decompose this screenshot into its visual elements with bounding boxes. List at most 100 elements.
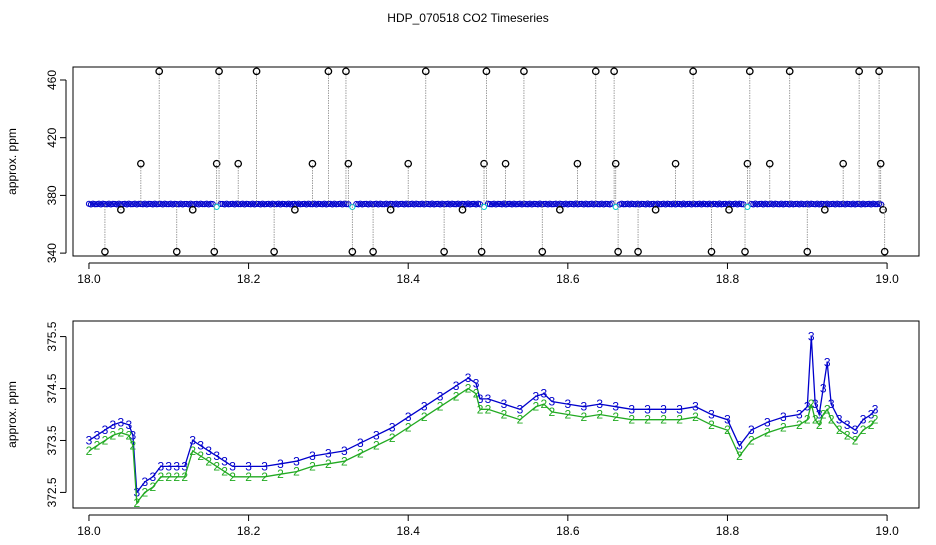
series-marker-2: 2 (261, 470, 268, 484)
outlier-point (155, 67, 164, 76)
series-marker-2: 2 (421, 410, 428, 424)
series-marker-2: 2 (533, 400, 540, 414)
series-marker-3: 3 (852, 423, 859, 437)
series-marker-2: 2 (501, 408, 508, 422)
series-marker-2: 2 (134, 496, 141, 510)
y-tick-label: 380 (45, 185, 59, 205)
series-marker-2: 2 (405, 420, 412, 434)
series-marker-3: 3 (149, 470, 156, 484)
outlier-point (839, 159, 848, 168)
x-tick-label: 18.4 (397, 272, 421, 286)
outlier-point (745, 67, 754, 76)
baseline-point (494, 200, 502, 207)
series-marker-3: 3 (373, 428, 380, 442)
series-marker-2: 2 (644, 413, 651, 427)
baseline-point (343, 201, 350, 208)
outlier-point (101, 247, 109, 256)
baseline-point (756, 200, 763, 208)
outlier-point (188, 205, 197, 214)
series-marker-2: 2 (173, 470, 180, 484)
series-marker-3: 3 (708, 408, 715, 422)
outlier-point (875, 67, 883, 76)
series-marker-2: 2 (868, 418, 875, 432)
series-marker-2: 2 (373, 439, 380, 453)
outlier-point (348, 247, 357, 256)
series-marker-2: 2 (612, 410, 619, 424)
outlier-point (555, 205, 564, 214)
series-marker-3: 3 (277, 457, 284, 471)
baseline-point (656, 201, 663, 208)
series-marker-2: 2 (764, 426, 771, 440)
plot-frame (72, 66, 920, 257)
outlier-point (820, 205, 829, 214)
outlier-point (743, 159, 752, 168)
outlier-point (803, 247, 812, 256)
outlier-point (440, 247, 448, 256)
flag-point (744, 203, 751, 211)
series-marker-2: 2 (293, 465, 300, 479)
series-marker-3: 3 (110, 418, 117, 432)
series-marker-2: 2 (141, 485, 148, 499)
series-marker-2: 2 (245, 470, 252, 484)
series-marker-3: 3 (804, 400, 811, 414)
series-marker-2: 2 (277, 467, 284, 481)
series-marker-3: 3 (141, 475, 148, 489)
series-marker-2: 2 (465, 382, 472, 396)
outlier-point (634, 247, 642, 256)
series-marker-3: 3 (676, 402, 683, 416)
baseline-point (602, 200, 609, 207)
baseline-point (530, 200, 538, 207)
series-marker-3: 3 (165, 459, 172, 473)
outlier-point (880, 247, 889, 256)
outlier-point (741, 247, 749, 256)
series-marker-3: 3 (541, 387, 548, 401)
series-marker-2: 2 (816, 418, 823, 432)
series-marker-2: 2 (812, 413, 819, 427)
outlier-point (210, 247, 219, 256)
series-marker-2: 2 (692, 410, 699, 424)
series-marker-3: 3 (205, 444, 212, 458)
y-tick-label: 375.5 (45, 321, 59, 351)
series-marker-2: 2 (221, 465, 228, 479)
series-marker-3: 3 (389, 420, 396, 434)
baseline-point (512, 201, 520, 208)
series-marker-2: 2 (205, 454, 212, 468)
outlier-point (344, 159, 353, 168)
x-tick-label: 18.4 (397, 524, 421, 538)
series-marker-3: 3 (644, 402, 651, 416)
series-marker-3: 3 (501, 397, 508, 411)
baseline-point (828, 200, 835, 208)
series-marker-3: 3 (473, 376, 480, 390)
series-marker-2: 2 (852, 433, 859, 447)
outlier-point (591, 67, 600, 76)
baseline-point (397, 200, 404, 208)
x-tick-label: 18.2 (237, 524, 261, 538)
series-marker-2: 2 (126, 428, 133, 442)
series-marker-3: 3 (453, 379, 460, 393)
series-marker-2: 2 (341, 454, 348, 468)
series-marker-3: 3 (229, 459, 236, 473)
series-marker-3: 3 (872, 402, 879, 416)
x-tick-label: 18.0 (77, 272, 101, 286)
baseline-point (810, 200, 817, 208)
baseline-point (199, 201, 206, 208)
series-marker-2: 2 (660, 413, 667, 427)
baseline-point (289, 200, 296, 208)
baseline-point (361, 200, 368, 208)
series-marker-2: 2 (628, 413, 635, 427)
series-marker-3: 3 (173, 459, 180, 473)
baseline-point (522, 201, 530, 208)
series-marker-2: 2 (824, 402, 831, 416)
series-marker-3: 3 (293, 454, 300, 468)
x-tick-label: 18.8 (716, 272, 740, 286)
baseline-point (648, 200, 655, 208)
baseline-point (163, 201, 170, 208)
baseline-point (468, 200, 476, 208)
baseline-point (109, 200, 117, 208)
series-marker-3: 3 (828, 397, 835, 411)
baseline-point (818, 200, 825, 208)
baseline-point (792, 200, 799, 208)
series-marker-3: 3 (309, 449, 316, 463)
x-tick-label: 18.0 (77, 524, 101, 538)
baseline-point (433, 200, 440, 208)
